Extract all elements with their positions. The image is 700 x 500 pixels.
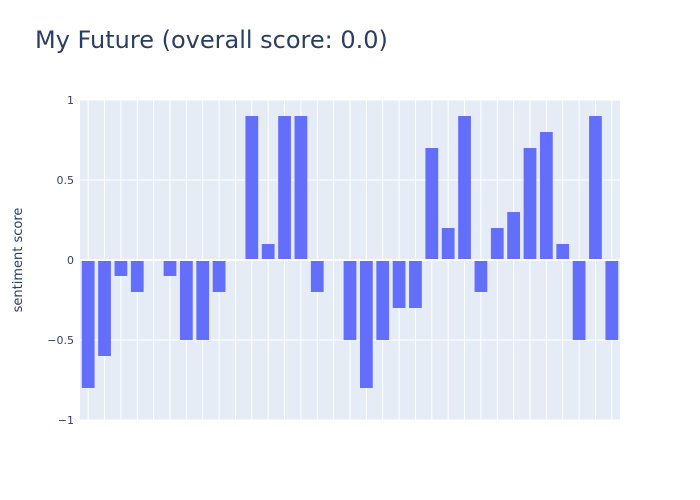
y-axis-ticks: 1 0.5 0 −0.5 −1 (47, 94, 74, 427)
bar[interactable] (163, 260, 177, 276)
bar[interactable] (98, 260, 111, 356)
bar[interactable] (409, 260, 422, 308)
bar[interactable] (572, 260, 586, 340)
bar[interactable] (556, 244, 570, 260)
bar[interactable] (474, 260, 488, 292)
y-tick-label: 0 (67, 254, 74, 267)
bar[interactable] (261, 244, 275, 260)
bar[interactable] (179, 260, 193, 340)
bar[interactable] (114, 260, 128, 276)
y-axis-title: sentiment score (11, 208, 26, 313)
chart-title: My Future (overall score: 0.0) (35, 26, 388, 54)
bar[interactable] (294, 116, 308, 260)
bar[interactable] (245, 116, 259, 260)
bar[interactable] (212, 260, 226, 292)
bar[interactable] (458, 116, 471, 260)
bar[interactable] (196, 260, 210, 340)
y-tick-label: 0.5 (57, 174, 75, 187)
y-tick-label: 1 (67, 94, 74, 107)
bar[interactable] (507, 212, 521, 260)
bar[interactable] (278, 116, 291, 260)
bar[interactable] (392, 260, 406, 308)
bar[interactable] (605, 260, 619, 340)
bar[interactable] (589, 116, 602, 260)
bars (81, 116, 619, 388)
bar[interactable] (523, 148, 537, 260)
bar[interactable] (539, 132, 553, 260)
y-tick-label: −1 (58, 414, 74, 427)
bar[interactable] (359, 260, 373, 388)
bar[interactable] (376, 260, 390, 340)
bar[interactable] (425, 148, 439, 260)
bar[interactable] (81, 260, 95, 388)
bar[interactable] (130, 260, 144, 292)
y-tick-label: −0.5 (47, 334, 74, 347)
bar[interactable] (310, 260, 324, 292)
bar[interactable] (490, 228, 504, 260)
bar[interactable] (343, 260, 357, 340)
bar[interactable] (441, 228, 455, 260)
